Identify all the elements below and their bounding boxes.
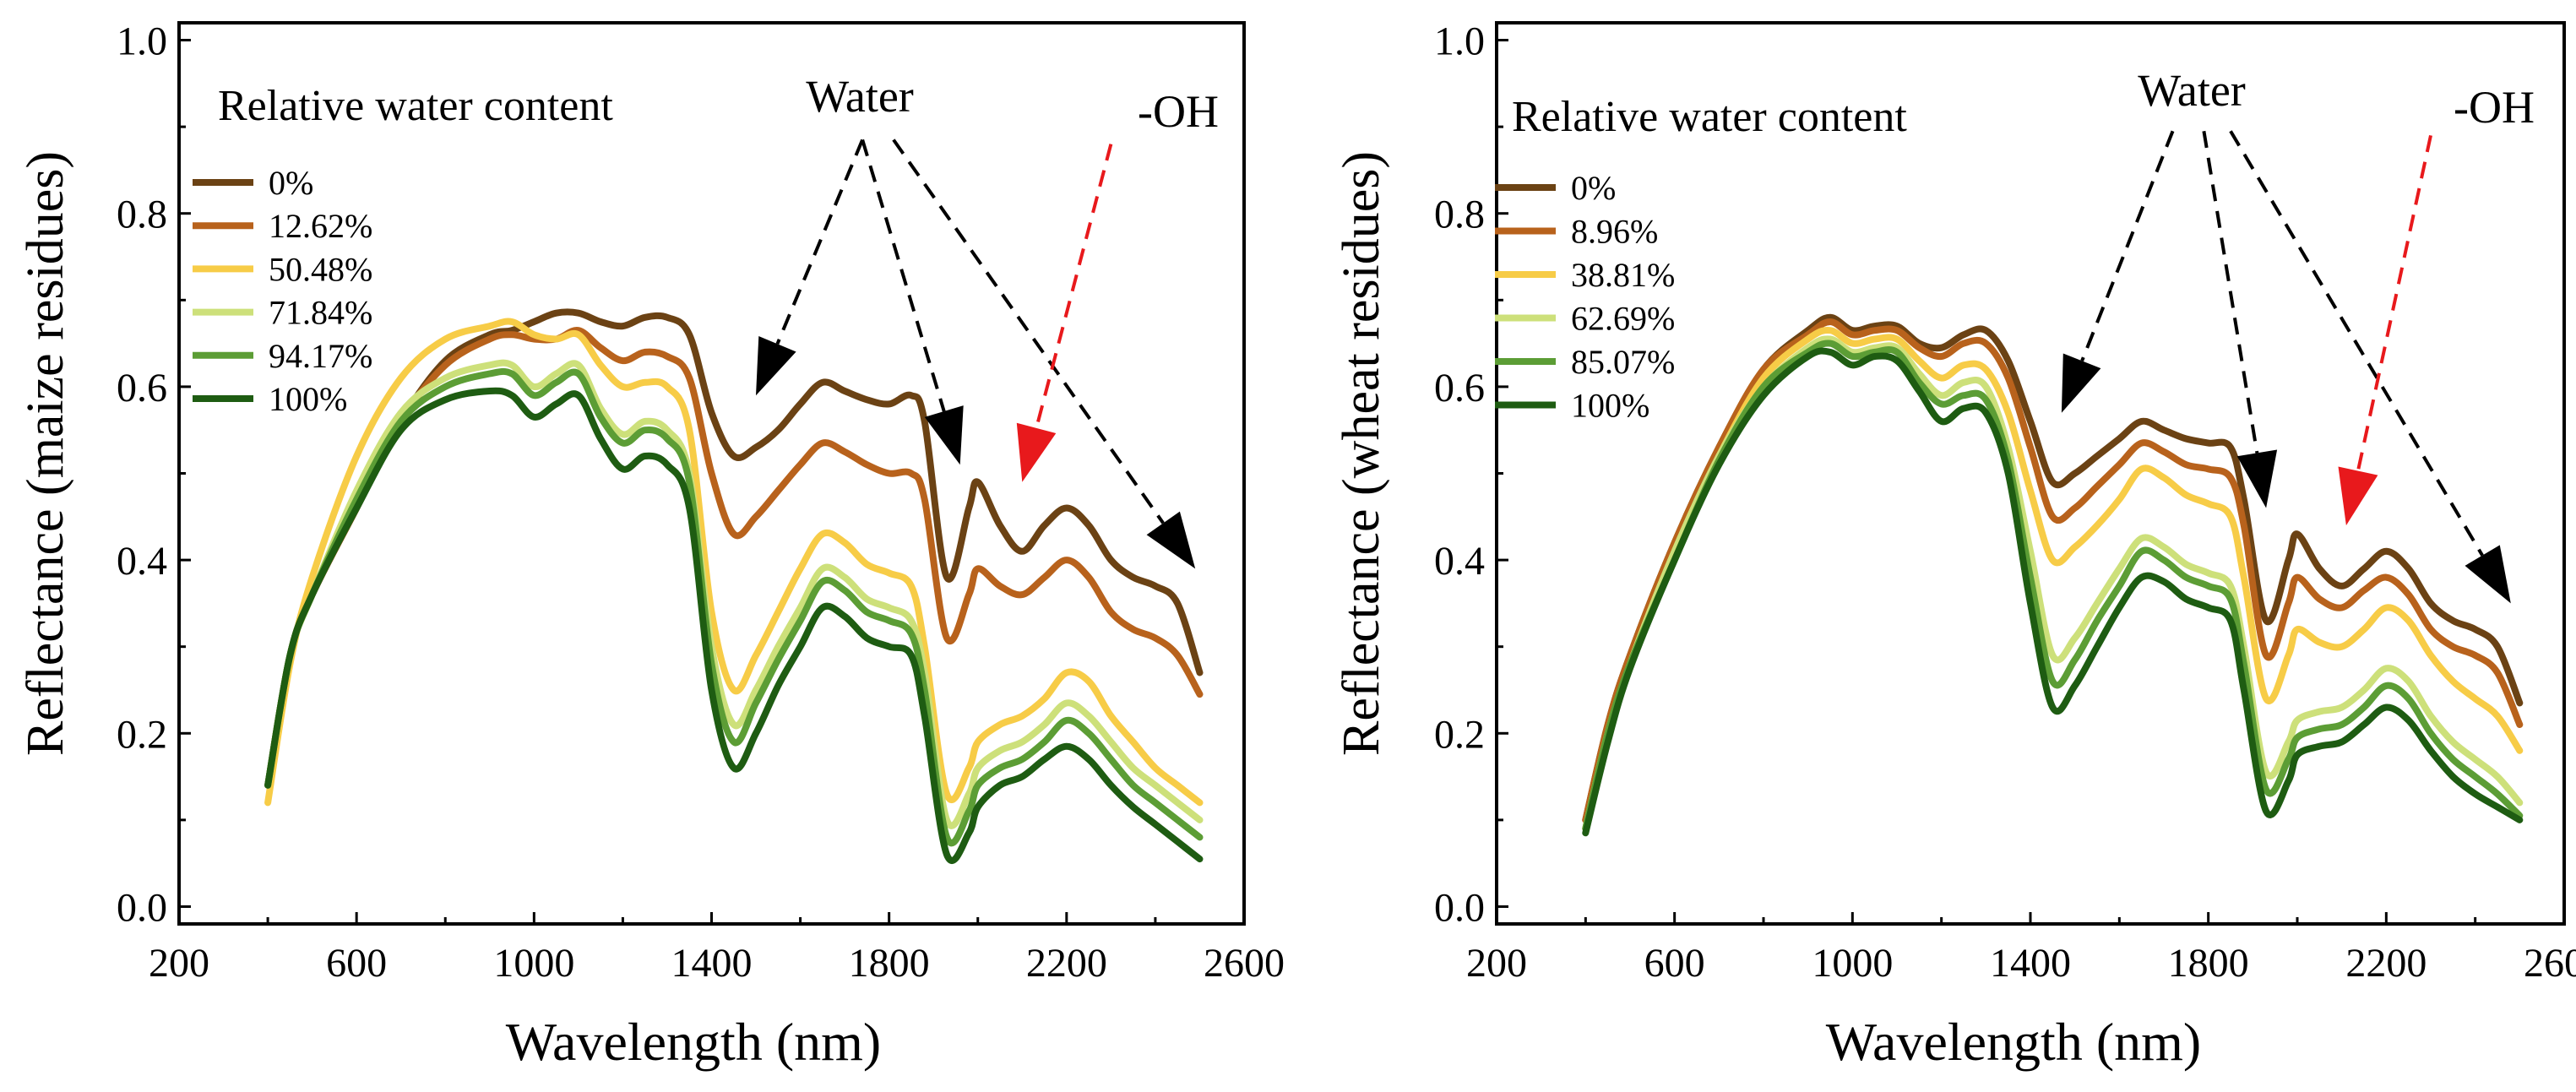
wheat-series-line-2 [1582,327,2524,833]
maize-arrow-head [1016,422,1057,482]
wheat-y-tick-label: 0.0 [1434,885,1485,930]
wheat-arrow-head [2465,545,2511,604]
maize-series-line-5 [264,387,1204,865]
wheat-y-tick-label: 0.8 [1434,193,1485,237]
maize-arrow-head [756,336,796,396]
wheat-x-tick-label: 1400 [1990,941,2071,986]
maize-y-tick-label: 0.6 [117,366,167,410]
maize-arrow-head [1146,511,1196,569]
maize-y-tick-label: 0.8 [117,193,167,237]
maize-legend-label: 94.17% [269,337,372,375]
wheat-legend-label: 38.81% [1571,256,1675,294]
wheat-legend-label: 85.07% [1571,343,1675,381]
wheat-legend-title: Relative water content [1512,93,1907,141]
wheat-series-line-4 [1582,340,2524,833]
maize-legend-label: 71.84% [269,294,372,332]
wheat-legend-label: 8.96% [1571,213,1658,251]
maize-x-tick-label: 1000 [493,941,574,986]
maize-y-tick-label: 0.0 [117,885,167,930]
wheat-y-tick-label: 1.0 [1434,19,1485,64]
wheat-series-line-1 [1582,318,2524,823]
maize-legend-title: Relative water content [218,82,613,130]
wheat-oh-label: -OH [2454,82,2535,133]
wheat-x-tick-label: 1000 [1812,941,1893,986]
wheat-x-tick-label: 200 [1466,941,1527,986]
maize-arrow-shaft [1035,144,1113,429]
maize-x-tick-label: 2200 [1026,941,1107,986]
wheat-arrow-head [2236,449,2278,508]
maize-legend-label: 100% [269,380,347,418]
wheat-plot-frame [1495,21,2566,926]
maize-arrow-shaft [861,139,946,412]
maize-water-label: Water [806,71,914,122]
wheat-x-tick-label: 1800 [2168,941,2249,986]
wheat-legend-label: 62.69% [1571,300,1675,338]
maize-series-line-3 [264,359,1204,829]
wheat-arrow-head [2338,466,2378,526]
wheat-chart-panel: Reflectance (wheat residues) Wavelength … [1333,19,2576,1072]
maize-legend-label: 0% [269,164,313,202]
maize-series-line-2 [264,318,1204,807]
maize-x-tick-label: 2600 [1204,941,1285,986]
maize-arrow-head [924,405,964,465]
maize-y-tick-label: 1.0 [117,19,167,64]
wheat-legend-label: 0% [1571,169,1616,207]
wheat-x-tick-label: 2600 [2524,941,2576,986]
maize-series-line-1 [264,327,1204,789]
wheat-water-label: Water [2138,65,2246,116]
maize-legend-label: 12.62% [269,207,372,245]
wheat-series-line-5 [1582,347,2524,837]
maize-y-tick-label: 0.4 [117,539,167,584]
wheat-arrow-head [2061,353,2101,413]
maize-y-axis-label: Reflectance (maize residues) [17,151,74,756]
wheat-arrow-shaft [2202,130,2259,454]
maize-x-tick-label: 600 [326,941,387,986]
maize-series-line-4 [264,367,1204,847]
maize-x-tick-label: 200 [149,941,209,986]
wheat-x-axis-label: Wavelength (nm) [1826,1012,2201,1072]
wheat-arrow-shaft [2080,130,2175,362]
wheat-series-line-3 [1582,335,2524,833]
maize-y-tick-label: 0.2 [117,712,167,757]
maize-x-axis-label: Wavelength (nm) [506,1012,881,1072]
maize-oh-label: -OH [1138,86,1219,137]
wheat-arrow-shaft [2356,134,2432,471]
wheat-legend-label: 100% [1571,387,1649,425]
wheat-y-axis-label: Reflectance (wheat residues) [1333,151,1390,756]
wheat-x-tick-label: 600 [1644,941,1705,986]
wheat-arrow-shaft [2229,130,2484,557]
maize-legend-label: 50.48% [269,250,372,288]
maize-series-line-0 [264,308,1204,789]
maize-x-tick-label: 1800 [849,941,930,986]
maize-arrow-shaft [892,139,1165,524]
maize-chart-panel: Reflectance (maize residues) Wavelength … [17,19,1285,1072]
wheat-y-tick-label: 0.2 [1434,712,1485,757]
wheat-y-tick-label: 0.6 [1434,366,1485,410]
maize-x-tick-label: 1400 [671,941,753,986]
wheat-x-tick-label: 2200 [2345,941,2427,986]
wheat-y-tick-label: 0.4 [1434,539,1485,584]
maize-arrow-shaft [775,139,864,345]
wheat-series-line-0 [1582,313,2524,823]
